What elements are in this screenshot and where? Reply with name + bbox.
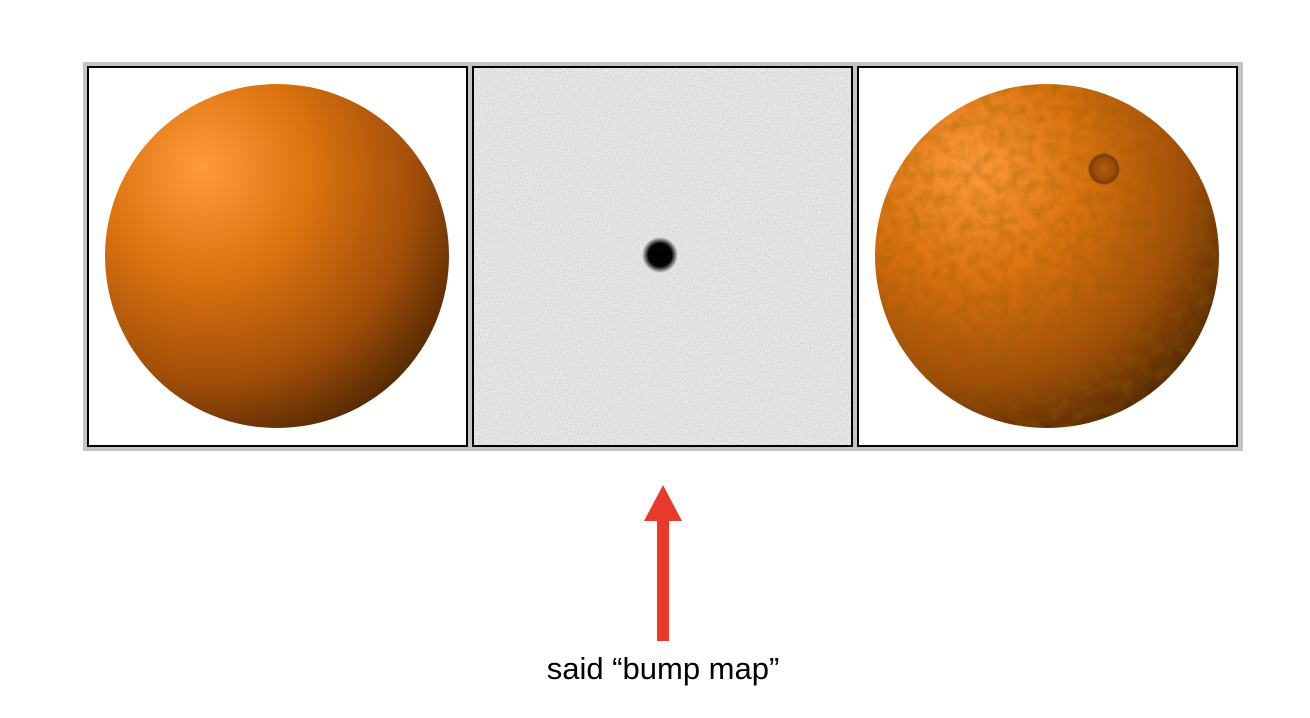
dent <box>1087 152 1121 186</box>
bump-texture <box>875 84 1219 428</box>
bumpy-sphere-panel <box>857 66 1238 447</box>
smooth-sphere-panel <box>87 66 468 447</box>
bumpy-sphere-image <box>875 84 1219 428</box>
up-arrow-icon <box>640 485 686 641</box>
bump-map-image <box>474 68 851 445</box>
smooth-sphere <box>105 84 449 428</box>
bump-dot <box>642 237 678 273</box>
smooth-sphere-image <box>105 84 449 428</box>
image-strip <box>83 62 1243 451</box>
bump-map-panel <box>472 66 853 447</box>
caption: said “bump map” <box>546 651 780 686</box>
